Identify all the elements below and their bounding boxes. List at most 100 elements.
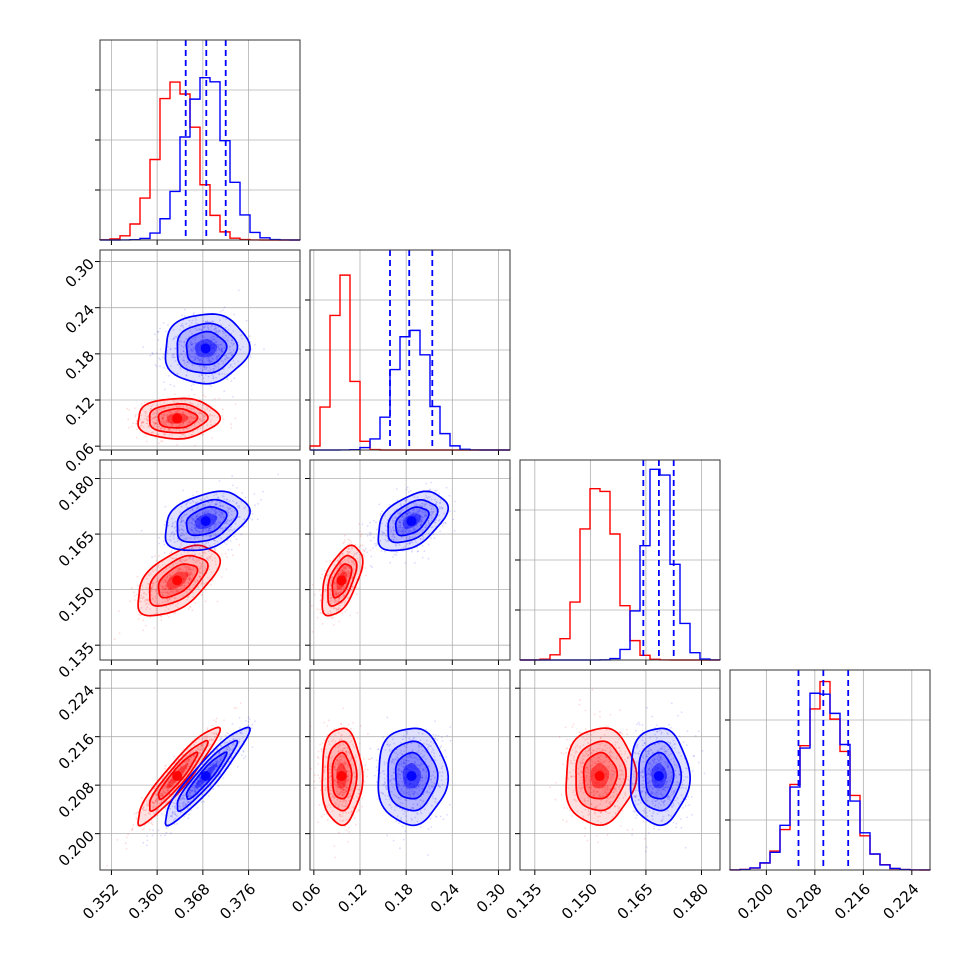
y-tick-label-param3-3: 0.180 xyxy=(55,472,98,515)
hist-2-frame xyxy=(309,249,511,451)
x-tick-label-param3-0: 0.135 xyxy=(502,880,545,923)
panel-4-1-red-contour-2 xyxy=(157,751,199,801)
x-tick-label-param2-0: 0.06 xyxy=(288,880,324,916)
panel-4-3-blue-contour-2 xyxy=(644,751,675,800)
panel-3-1-frame xyxy=(99,459,301,661)
y-tick-label-param4-3: 0.224 xyxy=(55,681,98,724)
x-tick-label-param4-3: 0.224 xyxy=(879,880,922,923)
y-tick-label-param2-3: 0.24 xyxy=(62,301,98,337)
scatter-panel-3-1 xyxy=(95,459,301,665)
y-tick-label-param3-2: 0.165 xyxy=(55,527,98,570)
panel-4-2-red-contour-1 xyxy=(327,740,358,812)
hist-panel-3 xyxy=(515,459,721,665)
panels-layer xyxy=(95,39,931,875)
y-tick-label-param2-2: 0.18 xyxy=(62,347,98,383)
panel-3-2-frame xyxy=(309,459,511,661)
panel-3-2-red-contour-2 xyxy=(331,563,353,599)
panel-4-3-red-contour-2 xyxy=(582,751,619,800)
panel-2-1-blue-contour-0 xyxy=(164,313,251,385)
panel-4-2-red-peak xyxy=(336,771,347,782)
x-tick-label-param1-2: 0.368 xyxy=(171,880,214,923)
panel-2-1-frame xyxy=(99,249,301,451)
scatter-panel-4-2 xyxy=(305,669,511,875)
panel-3-1-red-contour-0 xyxy=(137,544,222,617)
y-tick-label-param2-0: 0.06 xyxy=(62,439,98,475)
hist-4-blue-step xyxy=(729,692,931,871)
panel-4-3-red-contour-1 xyxy=(575,740,627,812)
panel-4-1-frame xyxy=(99,669,301,871)
scatter-panel-4-3 xyxy=(515,669,721,875)
y-tick-label-param2-1: 0.12 xyxy=(62,393,98,429)
panel-3-2-blue-contour-2 xyxy=(394,506,430,537)
panel-4-2-red-contour-0 xyxy=(321,727,364,827)
y-tick-label-param4-0: 0.200 xyxy=(55,827,98,870)
panel-4-2-plot-area xyxy=(310,707,452,859)
y-tick-label-param2-4: 0.30 xyxy=(62,255,98,291)
hist-panel-1 xyxy=(95,39,301,245)
hist-1-frame xyxy=(99,39,301,241)
x-tick-label-param3-3: 0.180 xyxy=(669,880,712,923)
panel-4-2-red-contour-2 xyxy=(331,751,353,800)
panel-4-2-blue-peak xyxy=(406,771,417,782)
panel-4-3-plot-area xyxy=(549,688,706,853)
panel-2-1-blue-contour-1 xyxy=(176,322,239,375)
panel-4-1-red-peak xyxy=(172,771,183,782)
scatter-panel-3-2 xyxy=(305,459,511,665)
panel-4-1-blue-contour-2 xyxy=(185,751,228,801)
panel-2-1-red-contour-1 xyxy=(148,403,209,434)
panel-2-1-red-contour-0 xyxy=(137,397,222,440)
panel-3-2-red-contour-0 xyxy=(321,544,364,617)
panel-3-2-blue-contour-1 xyxy=(387,499,439,544)
panel-4-1-blue-peak xyxy=(200,771,211,782)
panel-3-1-blue-contour-2 xyxy=(185,506,228,537)
x-tick-label-param2-1: 0.12 xyxy=(334,880,370,916)
panel-3-1-blue-peak xyxy=(200,516,211,527)
panel-2-1-red-peak xyxy=(172,413,183,424)
x-tick-label-param2-3: 0.24 xyxy=(427,880,463,916)
panel-3-1-red-peak xyxy=(172,575,183,586)
x-tick-label-param1-1: 0.360 xyxy=(125,880,168,923)
panel-3-1-blue-points xyxy=(140,473,279,563)
scatter-panel-4-1 xyxy=(95,669,301,875)
y-tick-label-param3-1: 0.150 xyxy=(55,583,98,626)
panel-3-1-blue-contour-0 xyxy=(164,490,251,552)
x-tick-label-param3-2: 0.165 xyxy=(614,880,657,923)
panel-4-1-plot-area xyxy=(106,702,256,867)
x-tick-label-param1-0: 0.352 xyxy=(79,880,122,923)
panel-3-2-red-contour-1 xyxy=(327,554,358,607)
y-tick-label-param4-1: 0.208 xyxy=(55,778,98,821)
panel-4-1-blue-contour-0 xyxy=(164,726,251,827)
panel-3-2-red-peak xyxy=(336,575,347,586)
panel-4-2-frame xyxy=(309,669,511,871)
panel-4-2-blue-contour-1 xyxy=(387,740,439,812)
x-tick-label-param1-3: 0.376 xyxy=(216,880,259,923)
panel-3-1-red-contour-1 xyxy=(148,554,209,607)
panel-2-1-blue-peak xyxy=(200,343,211,354)
panel-2-1-blue-contour-2 xyxy=(185,330,228,366)
panel-2-1-red-contour-2 xyxy=(157,407,199,429)
panel-2-1-plot-area xyxy=(126,289,265,447)
panel-4-3-red-peak xyxy=(594,771,605,782)
hist-panel-4 xyxy=(725,669,931,875)
x-tick-label-param2-2: 0.18 xyxy=(381,880,417,916)
panel-3-2-blue-peak xyxy=(406,516,417,527)
panel-3-2-blue-contour-0 xyxy=(377,490,450,552)
panel-4-1-red-contour-1 xyxy=(148,739,209,813)
y-tick-label-param3-0: 0.135 xyxy=(55,638,98,681)
panel-3-1-plot-area xyxy=(113,473,279,641)
panel-4-3-red-contour-0 xyxy=(565,727,638,827)
x-tick-label-param3-1: 0.150 xyxy=(558,880,601,923)
panel-3-1-blue-contour-1 xyxy=(176,498,239,543)
hist-4-frame xyxy=(729,669,931,871)
panel-3-1-red-contour-2 xyxy=(157,563,199,599)
scatter-panel-2-1 xyxy=(95,249,301,455)
panel-4-3-blue-contour-1 xyxy=(638,740,683,812)
panel-4-3-frame xyxy=(519,669,721,871)
hist-3-frame xyxy=(519,459,721,661)
panel-4-1-blue-contour-1 xyxy=(176,739,239,813)
panel-4-3-blue-peak xyxy=(653,771,664,782)
panel-3-2-plot-area xyxy=(311,481,456,633)
y-tick-label-param4-2: 0.216 xyxy=(55,730,98,773)
panel-4-3-blue-contour-0 xyxy=(629,727,691,827)
